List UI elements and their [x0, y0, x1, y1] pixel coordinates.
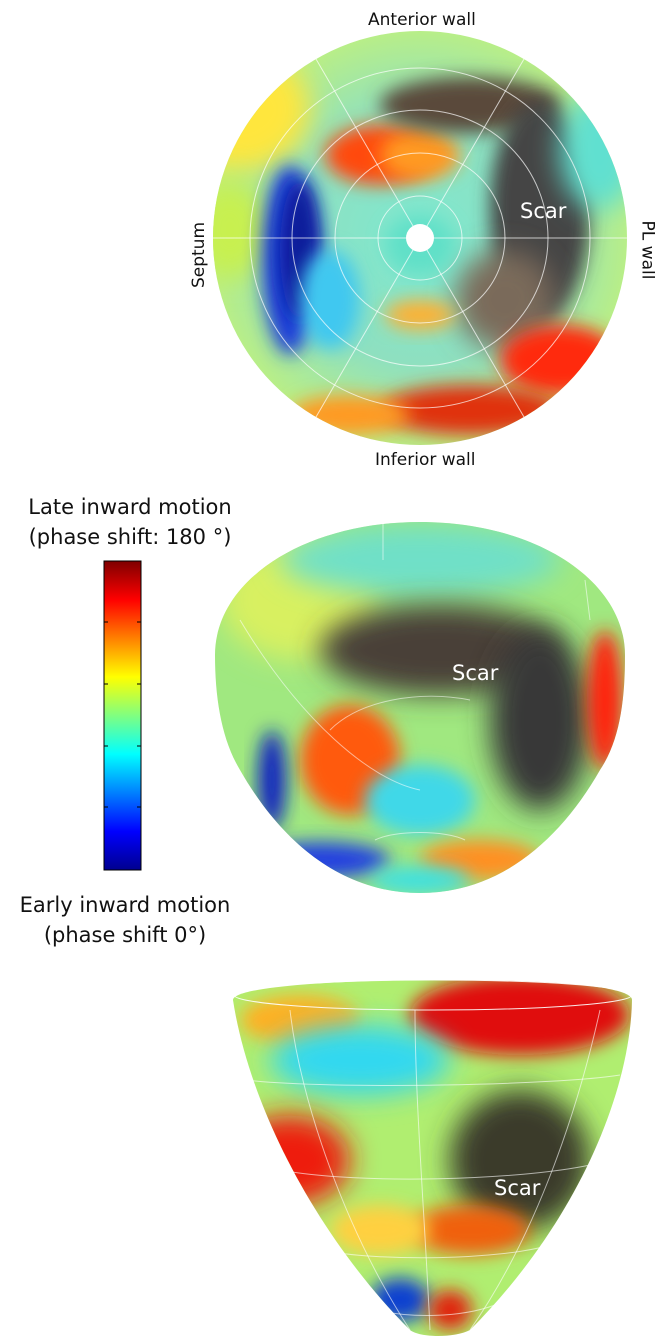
colorbar-bottom-title: Early inward motion (phase shift 0°) [0, 890, 250, 950]
lv-side-view: Scar [233, 979, 633, 1336]
inferior-wall-label: Inferior wall [375, 450, 476, 470]
colorbar-top-title: Late inward motion (phase shift: 180 °) [0, 492, 260, 552]
polar-map-scar-label: Scar [520, 199, 567, 223]
polar-map-center-hole [406, 224, 434, 252]
colorbar-rect [103, 560, 142, 871]
lv-bowl-scar-label: Scar [452, 661, 499, 685]
colorbar-bottom-title-line2: (phase shift 0°) [43, 923, 207, 947]
colorbar-top-title-line2: (phase shift: 180 °) [28, 525, 232, 549]
colorbar-top-title-line1: Late inward motion [28, 495, 232, 519]
lv-bowl-view: Scar [215, 522, 625, 893]
lv-side-grid [233, 979, 633, 1331]
colorbar [103, 560, 142, 871]
lv-side-scar-label: Scar [494, 1176, 541, 1200]
anterior-wall-label: Anterior wall [368, 10, 476, 30]
colorbar-ticks [104, 621, 141, 808]
lv-bowl-grid [239, 522, 591, 841]
colorbar-bottom-title-line1: Early inward motion [19, 893, 231, 917]
polar-map: Scar [213, 31, 627, 445]
